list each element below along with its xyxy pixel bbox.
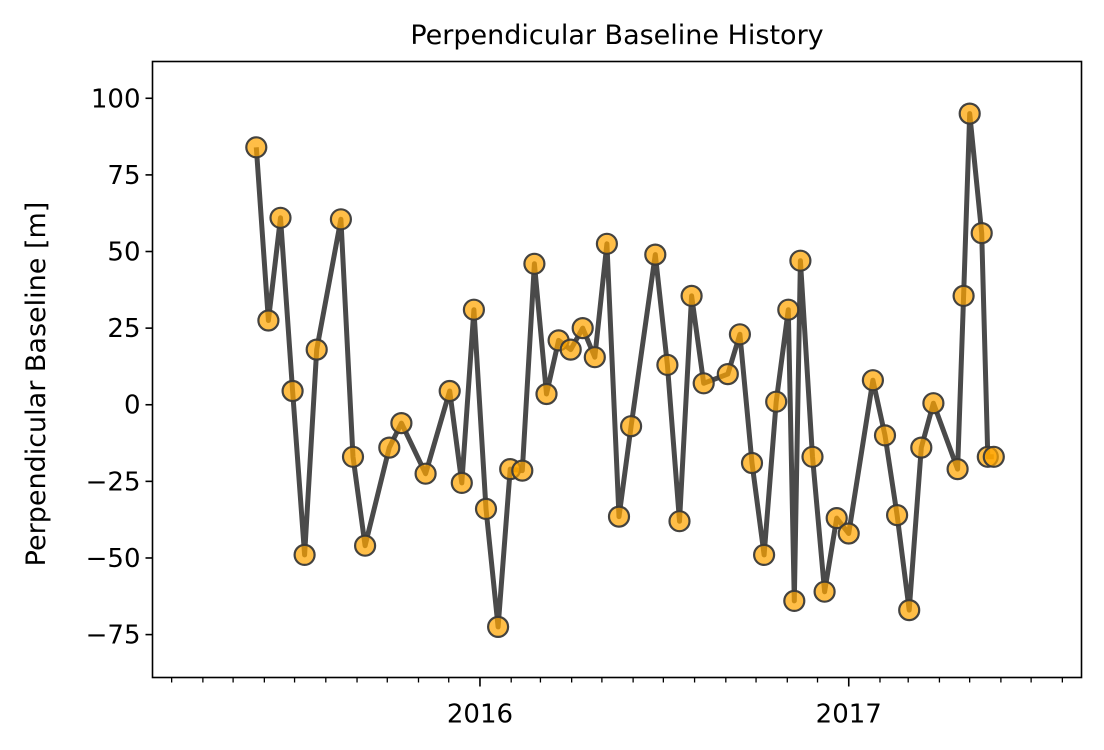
data-point xyxy=(644,243,667,266)
data-point xyxy=(305,338,328,361)
data-point xyxy=(952,284,975,307)
data-point xyxy=(378,436,401,459)
y-axis-label: Perpendicular Baseline [m] xyxy=(21,202,52,567)
y-tick-label: 50 xyxy=(107,238,140,268)
data-point xyxy=(873,424,897,447)
data-point xyxy=(946,458,969,481)
data-point xyxy=(716,363,739,386)
data-point xyxy=(680,284,703,307)
data-series xyxy=(245,102,1005,639)
data-point xyxy=(825,506,848,530)
y-tick-label: 100 xyxy=(91,84,141,114)
data-point xyxy=(462,298,485,321)
data-point xyxy=(583,346,606,369)
y-tick-label: −25 xyxy=(86,467,141,497)
data-point xyxy=(619,415,643,438)
y-tick-label: 25 xyxy=(107,314,140,344)
axis-ticks: 100 75 50 25 0 −25 −50 −75 2016 2017 xyxy=(86,84,1064,730)
data-point xyxy=(910,436,933,459)
y-tick-label: −50 xyxy=(86,544,141,574)
data-point xyxy=(692,372,715,395)
data-point xyxy=(970,222,993,245)
data-point xyxy=(656,353,679,376)
data-point xyxy=(740,451,764,475)
data-point xyxy=(801,445,824,468)
data-point xyxy=(777,298,800,321)
data-point xyxy=(245,136,268,159)
plot-frame xyxy=(151,60,1083,679)
y-tick-label: 0 xyxy=(124,391,141,421)
data-point xyxy=(885,503,909,527)
data-point xyxy=(958,102,981,125)
data-point xyxy=(668,510,691,533)
data-point xyxy=(607,505,631,528)
data-point xyxy=(559,338,582,361)
data-point xyxy=(474,497,498,520)
data-point xyxy=(281,379,304,403)
data-point xyxy=(511,459,534,482)
data-point xyxy=(982,445,1005,468)
data-point xyxy=(414,462,437,485)
data-point xyxy=(354,534,377,557)
data-point xyxy=(861,369,885,392)
y-tick-label: 75 xyxy=(107,161,140,191)
data-point xyxy=(487,615,510,639)
data-point xyxy=(728,323,752,346)
data-point xyxy=(269,206,292,229)
data-point xyxy=(571,317,594,340)
y-tick-label: −75 xyxy=(86,621,141,651)
data-point xyxy=(765,390,788,413)
data-point xyxy=(257,309,280,332)
data-point xyxy=(390,412,413,435)
data-point xyxy=(595,232,619,255)
data-point xyxy=(438,379,461,403)
data-point xyxy=(752,543,776,567)
data-point xyxy=(922,392,945,415)
data-point xyxy=(535,382,558,406)
data-point xyxy=(898,598,921,622)
data-point xyxy=(450,471,473,494)
data-point xyxy=(293,543,316,567)
data-point xyxy=(523,252,546,275)
data-point xyxy=(813,580,836,603)
x-tick-label: 2017 xyxy=(816,700,882,730)
chart-title: Perpendicular Baseline History xyxy=(410,20,823,51)
data-point xyxy=(783,589,806,613)
data-point xyxy=(329,208,352,231)
data-point xyxy=(341,445,365,468)
data-point xyxy=(789,249,812,272)
data-point xyxy=(837,522,860,545)
x-tick-label: 2016 xyxy=(447,700,513,730)
